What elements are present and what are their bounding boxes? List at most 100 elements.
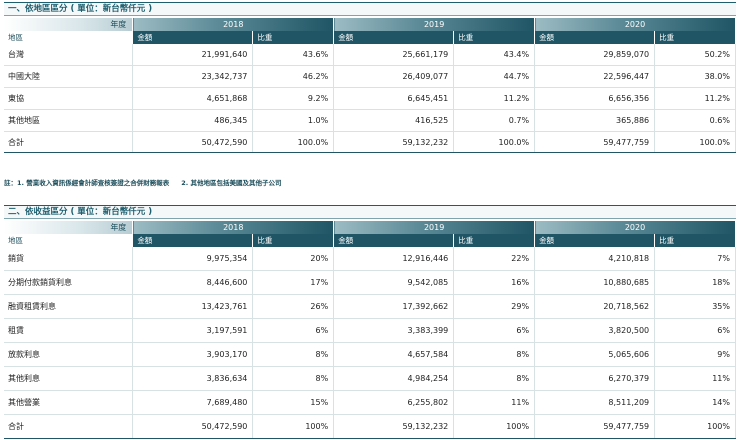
amount-cell: 10,880,685 — [534, 270, 656, 296]
amount-header: 金額 — [534, 31, 656, 44]
ratio-cell: 1.0% — [252, 109, 335, 132]
ratio-cell: 6% — [453, 318, 536, 344]
ratio-cell: 6% — [252, 318, 335, 344]
row-label: 合計 — [4, 131, 134, 154]
table-row: 其他營業 7,689,480 15% 6,255,802 11% 8,511,209 14% — [4, 390, 736, 415]
amount-header: 金額 — [333, 31, 455, 44]
ratio-cell: 26% — [252, 294, 335, 320]
amount-cell: 50,472,590 — [132, 131, 254, 154]
amount-cell: 59,132,232 — [333, 131, 455, 154]
ratio-header: 比重 — [654, 31, 736, 44]
amount-cell: 6,645,451 — [333, 87, 455, 110]
ratio-cell: 7% — [654, 247, 736, 272]
footnote-prefix: 註： — [4, 179, 17, 187]
ratio-cell: 100% — [252, 414, 335, 439]
amount-cell: 9,542,085 — [333, 270, 455, 296]
table-row: 分期付款銷貨利息 8,446,600 17% 9,542,085 16% 10,880,6… — [4, 270, 736, 296]
ratio-cell: 0.7% — [453, 109, 536, 132]
year-header: 2020 — [534, 221, 736, 234]
section-title-region: 一、依地區區分 ( 單位：新台幣仟元 ) — [4, 2, 736, 16]
amount-cell: 486,345 — [132, 109, 254, 132]
ratio-cell: 29% — [453, 294, 536, 320]
ratio-cell: 17% — [252, 270, 335, 296]
ratio-cell: 38.0% — [654, 65, 736, 89]
income-type-table: 年度 2018 2019 2020 地區 金額 比重 金額 比重 金額 比重 銷… — [4, 221, 736, 439]
ratio-cell: 18% — [654, 270, 736, 296]
amount-cell: 6,270,379 — [534, 366, 656, 391]
table-row: 合計 50,472,590 100.0% 59,132,232 100.0% 59,477… — [4, 131, 736, 154]
amount-cell: 12,916,446 — [333, 247, 455, 272]
ratio-cell: 100.0% — [453, 131, 536, 154]
amount-cell: 26,409,077 — [333, 65, 455, 89]
footnote-item: 1. 營業收入資訊係經會計師查核簽證之合併財務報表 — [17, 179, 170, 187]
ratio-cell: 0.6% — [654, 109, 736, 132]
corner-region-label: 地區 — [4, 234, 134, 247]
ratio-cell: 11.2% — [654, 87, 736, 110]
ratio-cell: 35% — [654, 294, 736, 320]
amount-cell: 50,472,590 — [132, 414, 254, 439]
row-label: 其他利息 — [4, 366, 134, 391]
ratio-cell: 9% — [654, 342, 736, 367]
table-row: 融資租賃利息 13,423,761 26% 17,392,662 29% 20,718,5… — [4, 294, 736, 320]
amount-cell: 25,661,179 — [333, 44, 455, 67]
row-label: 其他營業 — [4, 390, 134, 415]
ratio-cell: 43.4% — [453, 44, 536, 67]
table-row: 租賃 3,197,591 6% 3,383,399 6% 3,820,500 6% — [4, 318, 736, 344]
ratio-cell: 8% — [453, 342, 536, 367]
amount-cell: 3,903,170 — [132, 342, 254, 367]
amount-cell: 3,836,634 — [132, 366, 254, 391]
ratio-cell: 100.0% — [654, 131, 736, 154]
ratio-cell: 11% — [654, 366, 736, 391]
corner-year-label: 年度 — [4, 18, 134, 31]
ratio-header: 比重 — [654, 234, 736, 247]
row-label: 合計 — [4, 414, 134, 439]
amount-header: 金額 — [132, 31, 254, 44]
table-row: 放款利息 3,903,170 8% 4,657,584 8% 5,065,606 9% — [4, 342, 736, 367]
table-row: 東協 4,651,868 9.2% 6,645,451 11.2% 6,656,356 11… — [4, 87, 736, 110]
year-header: 2019 — [333, 18, 536, 31]
row-label: 融資租賃利息 — [4, 294, 134, 320]
amount-cell: 6,255,802 — [333, 390, 455, 415]
amount-cell: 21,991,640 — [132, 44, 254, 67]
row-label: 中國大陸 — [4, 65, 134, 89]
corner-region-label: 地區 — [4, 31, 134, 44]
ratio-cell: 100% — [453, 414, 536, 439]
amount-cell: 23,342,737 — [132, 65, 254, 89]
ratio-header: 比重 — [453, 234, 536, 247]
table-row: 銷貨 9,975,354 20% 12,916,446 22% 4,210,818 7% — [4, 247, 736, 272]
year-header: 2018 — [132, 18, 335, 31]
amount-cell: 3,383,399 — [333, 318, 455, 344]
amount-cell: 29,859,070 — [534, 44, 656, 67]
ratio-cell: 8% — [252, 366, 335, 391]
row-label: 銷貨 — [4, 247, 134, 272]
amount-cell: 8,446,600 — [132, 270, 254, 296]
amount-cell: 13,423,761 — [132, 294, 254, 320]
footnote-item: 2. 其他地區包括美國及其他子公司 — [181, 179, 282, 187]
amount-header: 金額 — [132, 234, 254, 247]
ratio-cell: 8% — [453, 366, 536, 391]
amount-cell: 4,984,254 — [333, 366, 455, 391]
amount-cell: 5,065,606 — [534, 342, 656, 367]
ratio-cell: 11% — [453, 390, 536, 415]
ratio-cell: 14% — [654, 390, 736, 415]
ratio-cell: 100.0% — [252, 131, 335, 154]
amount-cell: 416,525 — [333, 109, 455, 132]
row-label: 放款利息 — [4, 342, 134, 367]
ratio-header: 比重 — [453, 31, 536, 44]
corner-year-label: 年度 — [4, 221, 134, 234]
ratio-cell: 15% — [252, 390, 335, 415]
table-row: 其他地區 486,345 1.0% 416,525 0.7% 365,886 0.6% — [4, 109, 736, 132]
amount-cell: 59,477,759 — [534, 414, 656, 439]
ratio-cell: 44.7% — [453, 65, 536, 89]
amount-cell: 3,820,500 — [534, 318, 656, 344]
table-row: 台灣 21,991,640 43.6% 25,661,179 43.4% 29,859,0… — [4, 44, 736, 67]
ratio-cell: 9.2% — [252, 87, 335, 110]
amount-cell: 4,210,818 — [534, 247, 656, 272]
ratio-cell: 43.6% — [252, 44, 335, 67]
amount-cell: 22,596,447 — [534, 65, 656, 89]
table-row: 合計 50,472,590 100% 59,132,232 100% 59,477,759… — [4, 414, 736, 439]
ratio-cell: 46.2% — [252, 65, 335, 89]
amount-cell: 59,132,232 — [333, 414, 455, 439]
ratio-cell: 50.2% — [654, 44, 736, 67]
row-label: 租賃 — [4, 318, 134, 344]
